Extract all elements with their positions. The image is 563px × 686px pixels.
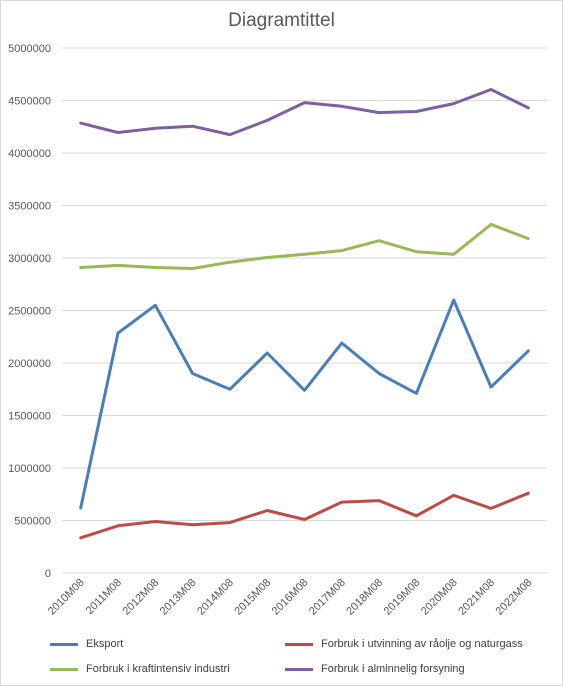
data-point — [79, 506, 82, 510]
data-point — [191, 125, 194, 128]
x-tick-label: 2015M08 — [232, 577, 273, 618]
data-point — [228, 388, 232, 391]
y-tick-label: 1000000 — [8, 463, 51, 475]
x-tick-label: 2011M08 — [84, 577, 124, 617]
data-point — [452, 494, 455, 497]
y-tick-label: 500000 — [14, 516, 51, 528]
y-tick-label: 1500000 — [8, 411, 51, 423]
data-point — [489, 88, 493, 91]
data-point — [265, 119, 269, 122]
data-point — [228, 133, 232, 136]
data-point — [377, 111, 381, 114]
data-point — [415, 110, 418, 113]
series-line-4 — [79, 88, 530, 137]
y-tick-label: 4000000 — [8, 148, 51, 160]
x-tick-label: 2021M08 — [456, 577, 497, 618]
data-point — [79, 536, 82, 540]
y-tick-label: 4500000 — [8, 96, 51, 108]
data-point — [154, 266, 157, 269]
data-point — [452, 102, 455, 105]
data-point — [340, 105, 344, 108]
data-point — [340, 249, 344, 252]
data-point — [489, 385, 493, 389]
data-point — [228, 521, 232, 524]
y-tick-label: 2000000 — [8, 358, 51, 370]
y-tick-label: 2500000 — [8, 306, 51, 318]
data-point — [265, 256, 269, 259]
data-point — [116, 331, 120, 335]
data-point — [265, 509, 269, 512]
x-tick-label: 2019M08 — [382, 577, 423, 618]
data-point — [191, 523, 194, 526]
series-line-2 — [79, 491, 530, 540]
data-point — [303, 253, 306, 256]
data-point — [303, 389, 306, 392]
x-tick-label: 2010M08 — [46, 577, 87, 618]
data-point — [79, 266, 82, 269]
data-point — [415, 514, 418, 517]
x-tick-label: 2022M08 — [494, 577, 535, 618]
y-tick-label: 0 — [45, 568, 51, 580]
data-point — [377, 499, 381, 502]
x-tick-label: 2020M08 — [419, 577, 460, 618]
y-tick-label: 3500000 — [8, 201, 51, 213]
data-point — [340, 500, 344, 504]
data-point — [452, 298, 455, 302]
data-point — [191, 267, 194, 270]
data-point — [228, 261, 232, 264]
data-point — [415, 250, 418, 253]
series-line-1 — [79, 298, 530, 510]
data-point — [377, 372, 381, 375]
data-point — [79, 121, 82, 125]
x-tick-label: 2014M08 — [195, 577, 236, 618]
x-tick-label: 2016M08 — [270, 577, 311, 618]
data-point — [116, 131, 120, 134]
data-point — [527, 106, 530, 110]
data-point — [265, 351, 269, 355]
data-point — [527, 237, 530, 240]
x-tick-label: 2017M08 — [307, 577, 348, 618]
data-point — [303, 101, 306, 104]
data-point — [415, 392, 418, 395]
data-point — [154, 127, 157, 130]
y-tick-label: 3000000 — [8, 253, 51, 265]
x-tick-label: 2018M08 — [344, 577, 385, 618]
data-point — [489, 507, 493, 510]
data-point — [527, 492, 530, 495]
x-tick-label: 2012M08 — [120, 577, 161, 618]
data-point — [527, 349, 530, 353]
data-point — [452, 253, 455, 256]
data-point — [340, 341, 344, 345]
chart-title: Diagramtittel — [228, 10, 335, 31]
data-point — [154, 304, 157, 307]
data-point — [191, 372, 194, 375]
y-tick-label: 5000000 — [8, 43, 51, 55]
data-point — [116, 264, 120, 267]
data-point — [489, 223, 493, 226]
data-point — [377, 239, 381, 242]
data-point — [303, 518, 306, 521]
x-tick-label: 2013M08 — [158, 577, 199, 618]
data-point — [154, 520, 157, 523]
series-line-3 — [79, 222, 530, 270]
data-point — [116, 524, 120, 527]
